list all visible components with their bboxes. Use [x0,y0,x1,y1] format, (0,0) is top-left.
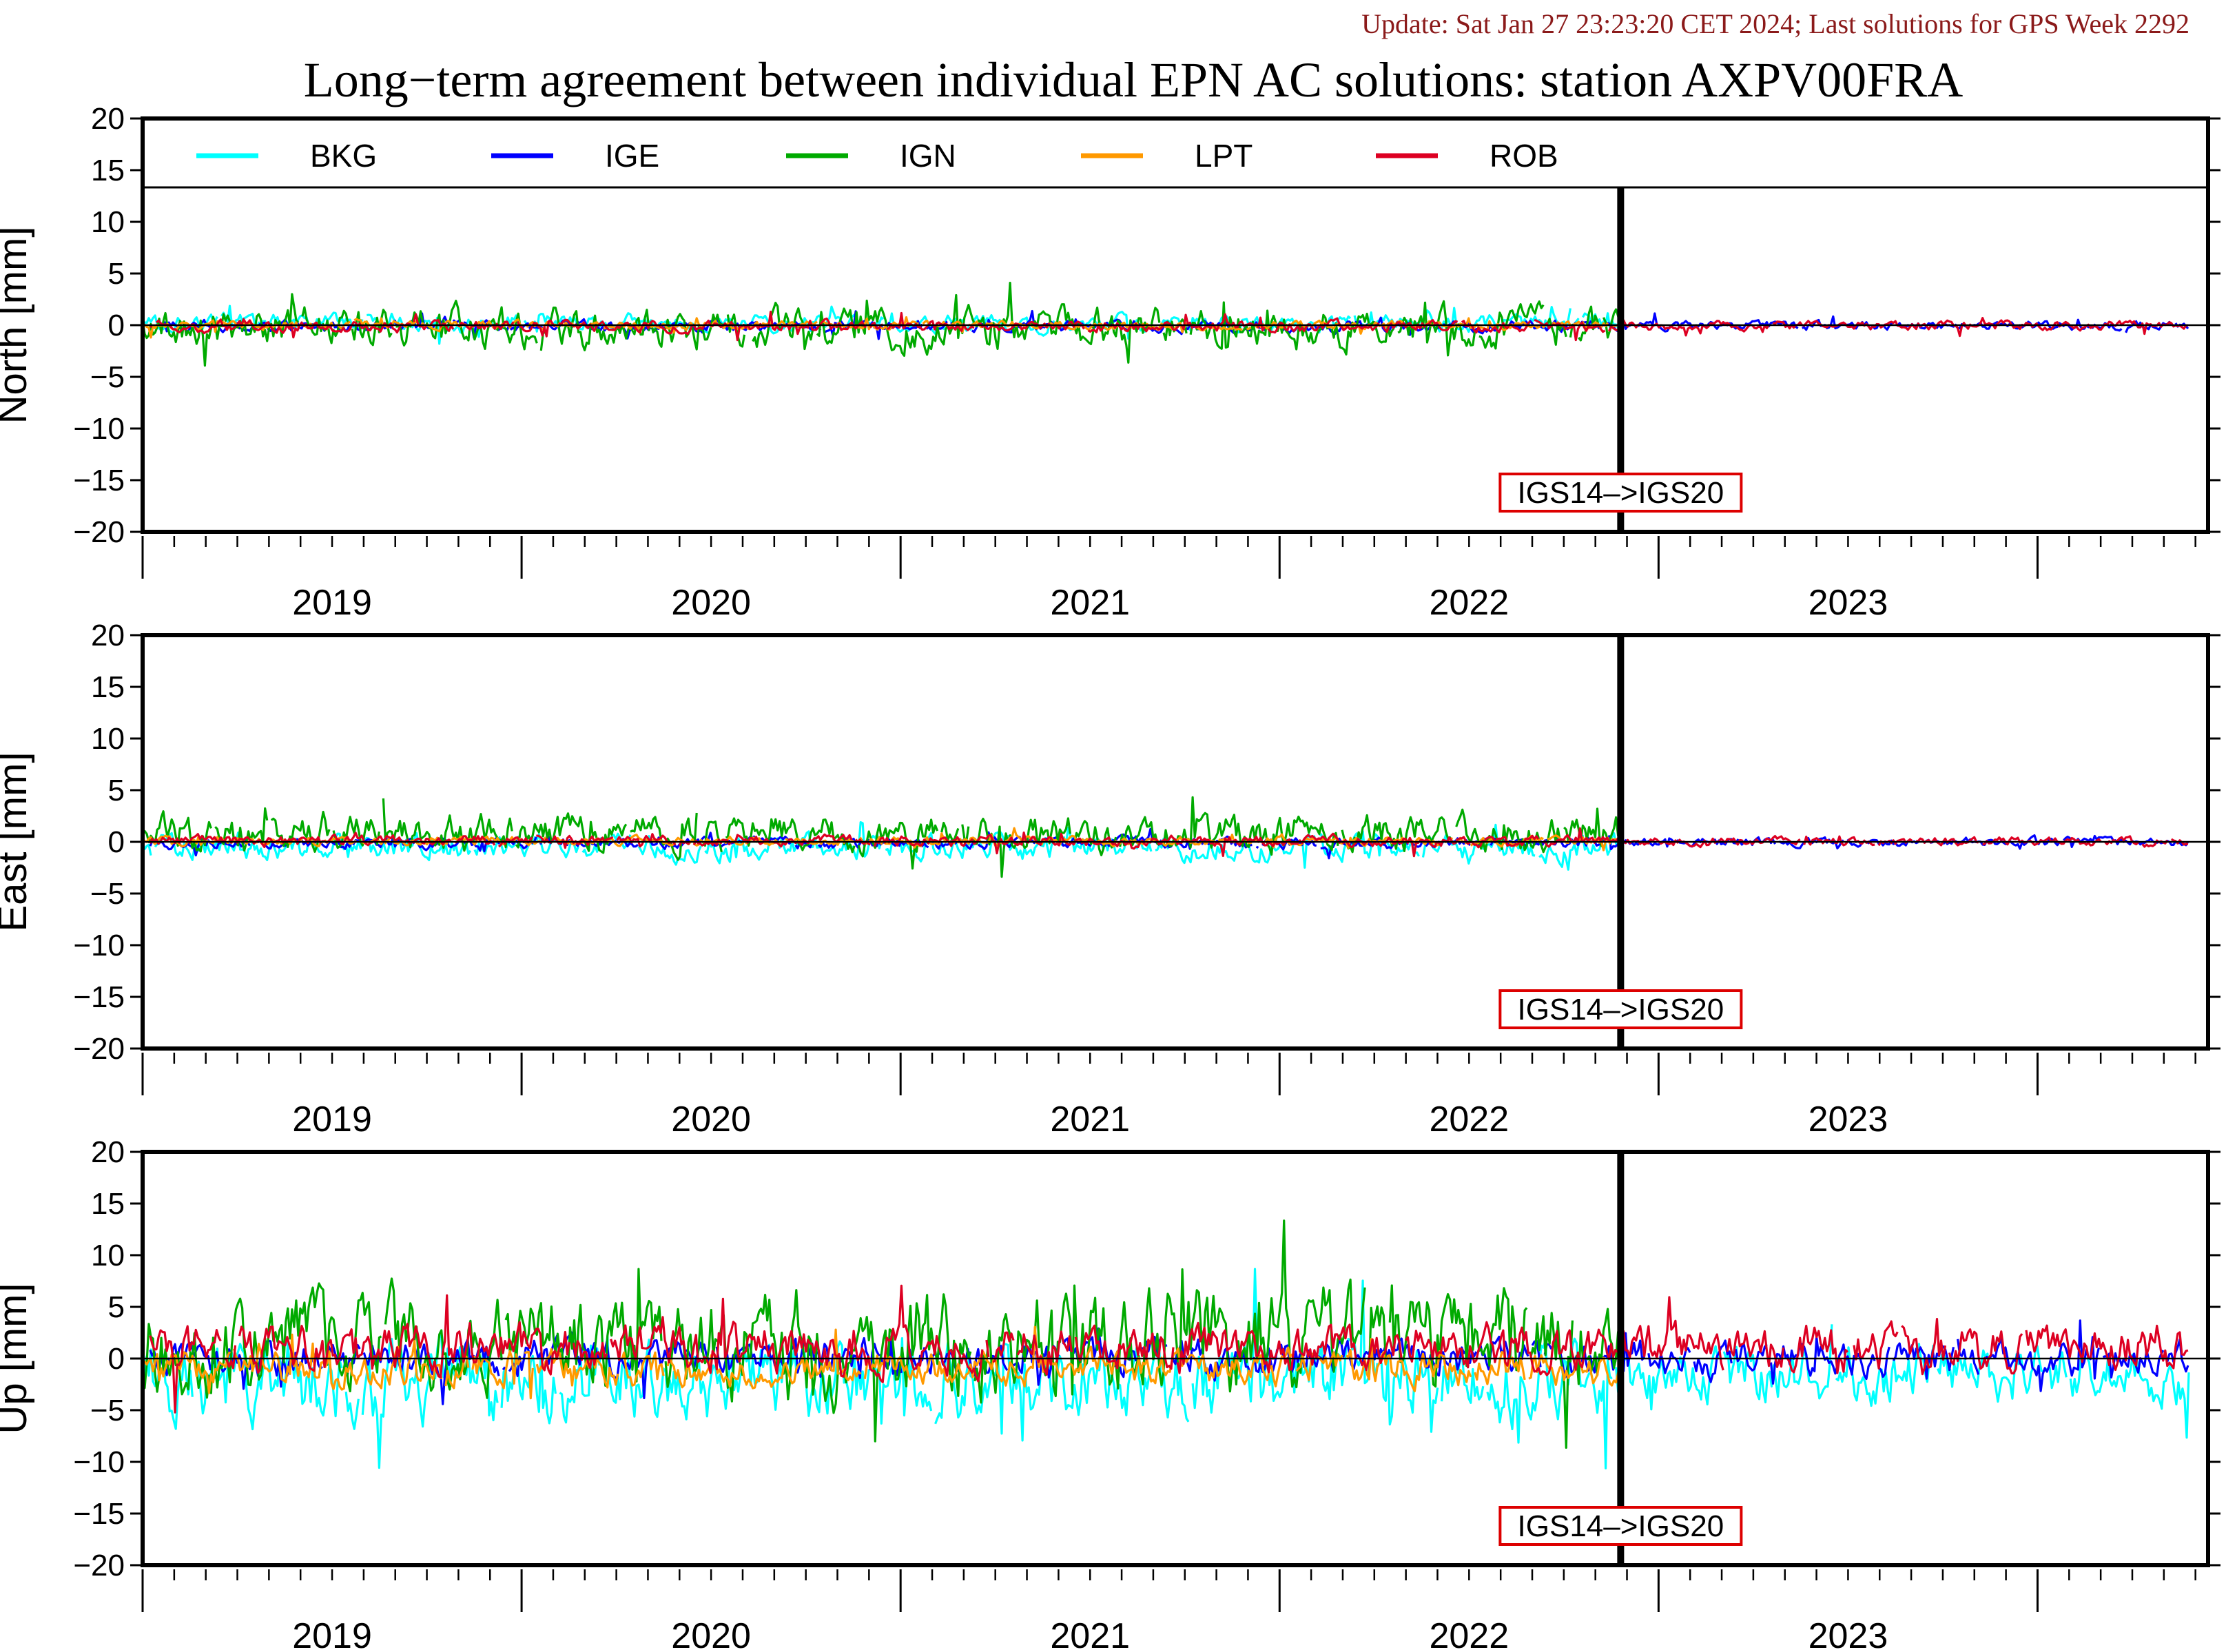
y-tick-label: 10 [91,205,125,239]
y-tick-label: 20 [91,619,125,652]
series-line-rob [149,1284,2189,1414]
x-year-label: 2019 [292,1616,372,1652]
y-tick-label: −20 [73,1549,125,1582]
up-panel: IGS14–>IGS20 20 15 10 5 0 −5 −10 −15 −20 Up [mm] 20… [0,1135,2220,1652]
y-tick-label: −15 [73,980,125,1014]
y-tick-label: 0 [108,309,125,342]
x-year-label: 2020 [671,583,751,623]
y-tick-label: −5 [90,1394,125,1427]
legend-label-ige: IGE [605,138,659,174]
chart-title: Long−term agreement between individual E… [304,52,1963,107]
y-tick-label: 15 [91,1187,125,1221]
east-panel: IGS14–>IGS20 20 15 10 5 0 −5 −10 −15 −20 East [mm]… [0,619,2220,1139]
x-year-label: 2023 [1808,583,1888,623]
reference-change-box [1498,473,1743,513]
x-year-label: 2023 [1808,1616,1888,1652]
y-tick-label: −5 [90,360,125,394]
x-year-label: 2022 [1429,583,1509,623]
reference-change-label: IGS14–>IGS20 [1518,993,1724,1026]
data-series-group [143,1219,2190,1469]
x-year-label: 2021 [1050,1616,1130,1652]
legend-label-bkg: BKG [310,138,377,174]
y-tick-label: −20 [73,515,125,549]
reference-change-box [1498,989,1743,1029]
north-panel: IGS14–>IGS20 BKG IGE IGN LPT ROB 20 15 10 5 0 −5 −10… [0,102,2220,623]
y-tick-label: 20 [91,102,125,136]
y-tick-label: 5 [108,774,125,807]
y-tick-label: −15 [73,1497,125,1531]
x-year-label: 2020 [671,1099,751,1139]
x-year-label: 2020 [671,1616,751,1652]
y-tick-label: −10 [73,929,125,962]
legend: BKG IGE IGN LPT ROB [196,138,1558,174]
reference-change-label: IGS14–>IGS20 [1518,476,1724,510]
legend-label-ign: IGN [900,138,956,174]
y-tick-label: 5 [108,1290,125,1324]
x-year-label: 2021 [1050,583,1130,623]
x-year-label: 2019 [292,1099,372,1139]
y-axis-label: North [mm] [0,227,35,424]
y-tick-label: 10 [91,1239,125,1272]
y-tick-label: 0 [108,1342,125,1376]
x-axis: 2019 2020 2021 2022 2023 [141,1569,2196,1652]
y-tick-label: 5 [108,257,125,291]
reference-change-box [1498,1506,1743,1546]
data-series-group [143,796,2189,878]
series-line-bkg [143,1268,2190,1469]
y-tick-label: 0 [108,825,125,859]
x-year-label: 2019 [292,583,372,623]
x-year-label: 2021 [1050,1099,1130,1139]
series-line-ige [149,1319,2189,1405]
y-axis-label: Up [mm] [0,1283,35,1434]
x-axis: 2019 2020 2021 2022 2023 [141,1053,2196,1139]
y-tick-label: −5 [90,877,125,911]
legend-label-rob: ROB [1490,138,1558,174]
y-axis-label: East [mm] [0,752,35,931]
y-tick-label: −10 [73,412,125,446]
y-tick-label: −10 [73,1445,125,1479]
series-line-lpt [143,1325,1621,1400]
y-tick-label: −15 [73,464,125,497]
series-line-ign [143,796,1621,878]
update-timestamp: Update: Sat Jan 27 23:23:20 CET 2024; La… [1361,8,2189,39]
legend-label-lpt: LPT [1195,138,1253,174]
reference-change-label: IGS14–>IGS20 [1518,1509,1724,1543]
series-line-rob [150,311,2188,342]
y-tick-label: 20 [91,1135,125,1169]
y-tick-label: 15 [91,670,125,704]
y-tick-label: 15 [91,154,125,187]
y-tick-label: −20 [73,1032,125,1066]
data-series-group [143,282,2189,367]
x-year-label: 2023 [1808,1099,1888,1139]
x-year-label: 2022 [1429,1616,1509,1652]
x-year-label: 2022 [1429,1099,1509,1139]
y-tick-label: 10 [91,722,125,756]
x-axis: 2019 2020 2021 2022 2023 [141,536,2196,623]
